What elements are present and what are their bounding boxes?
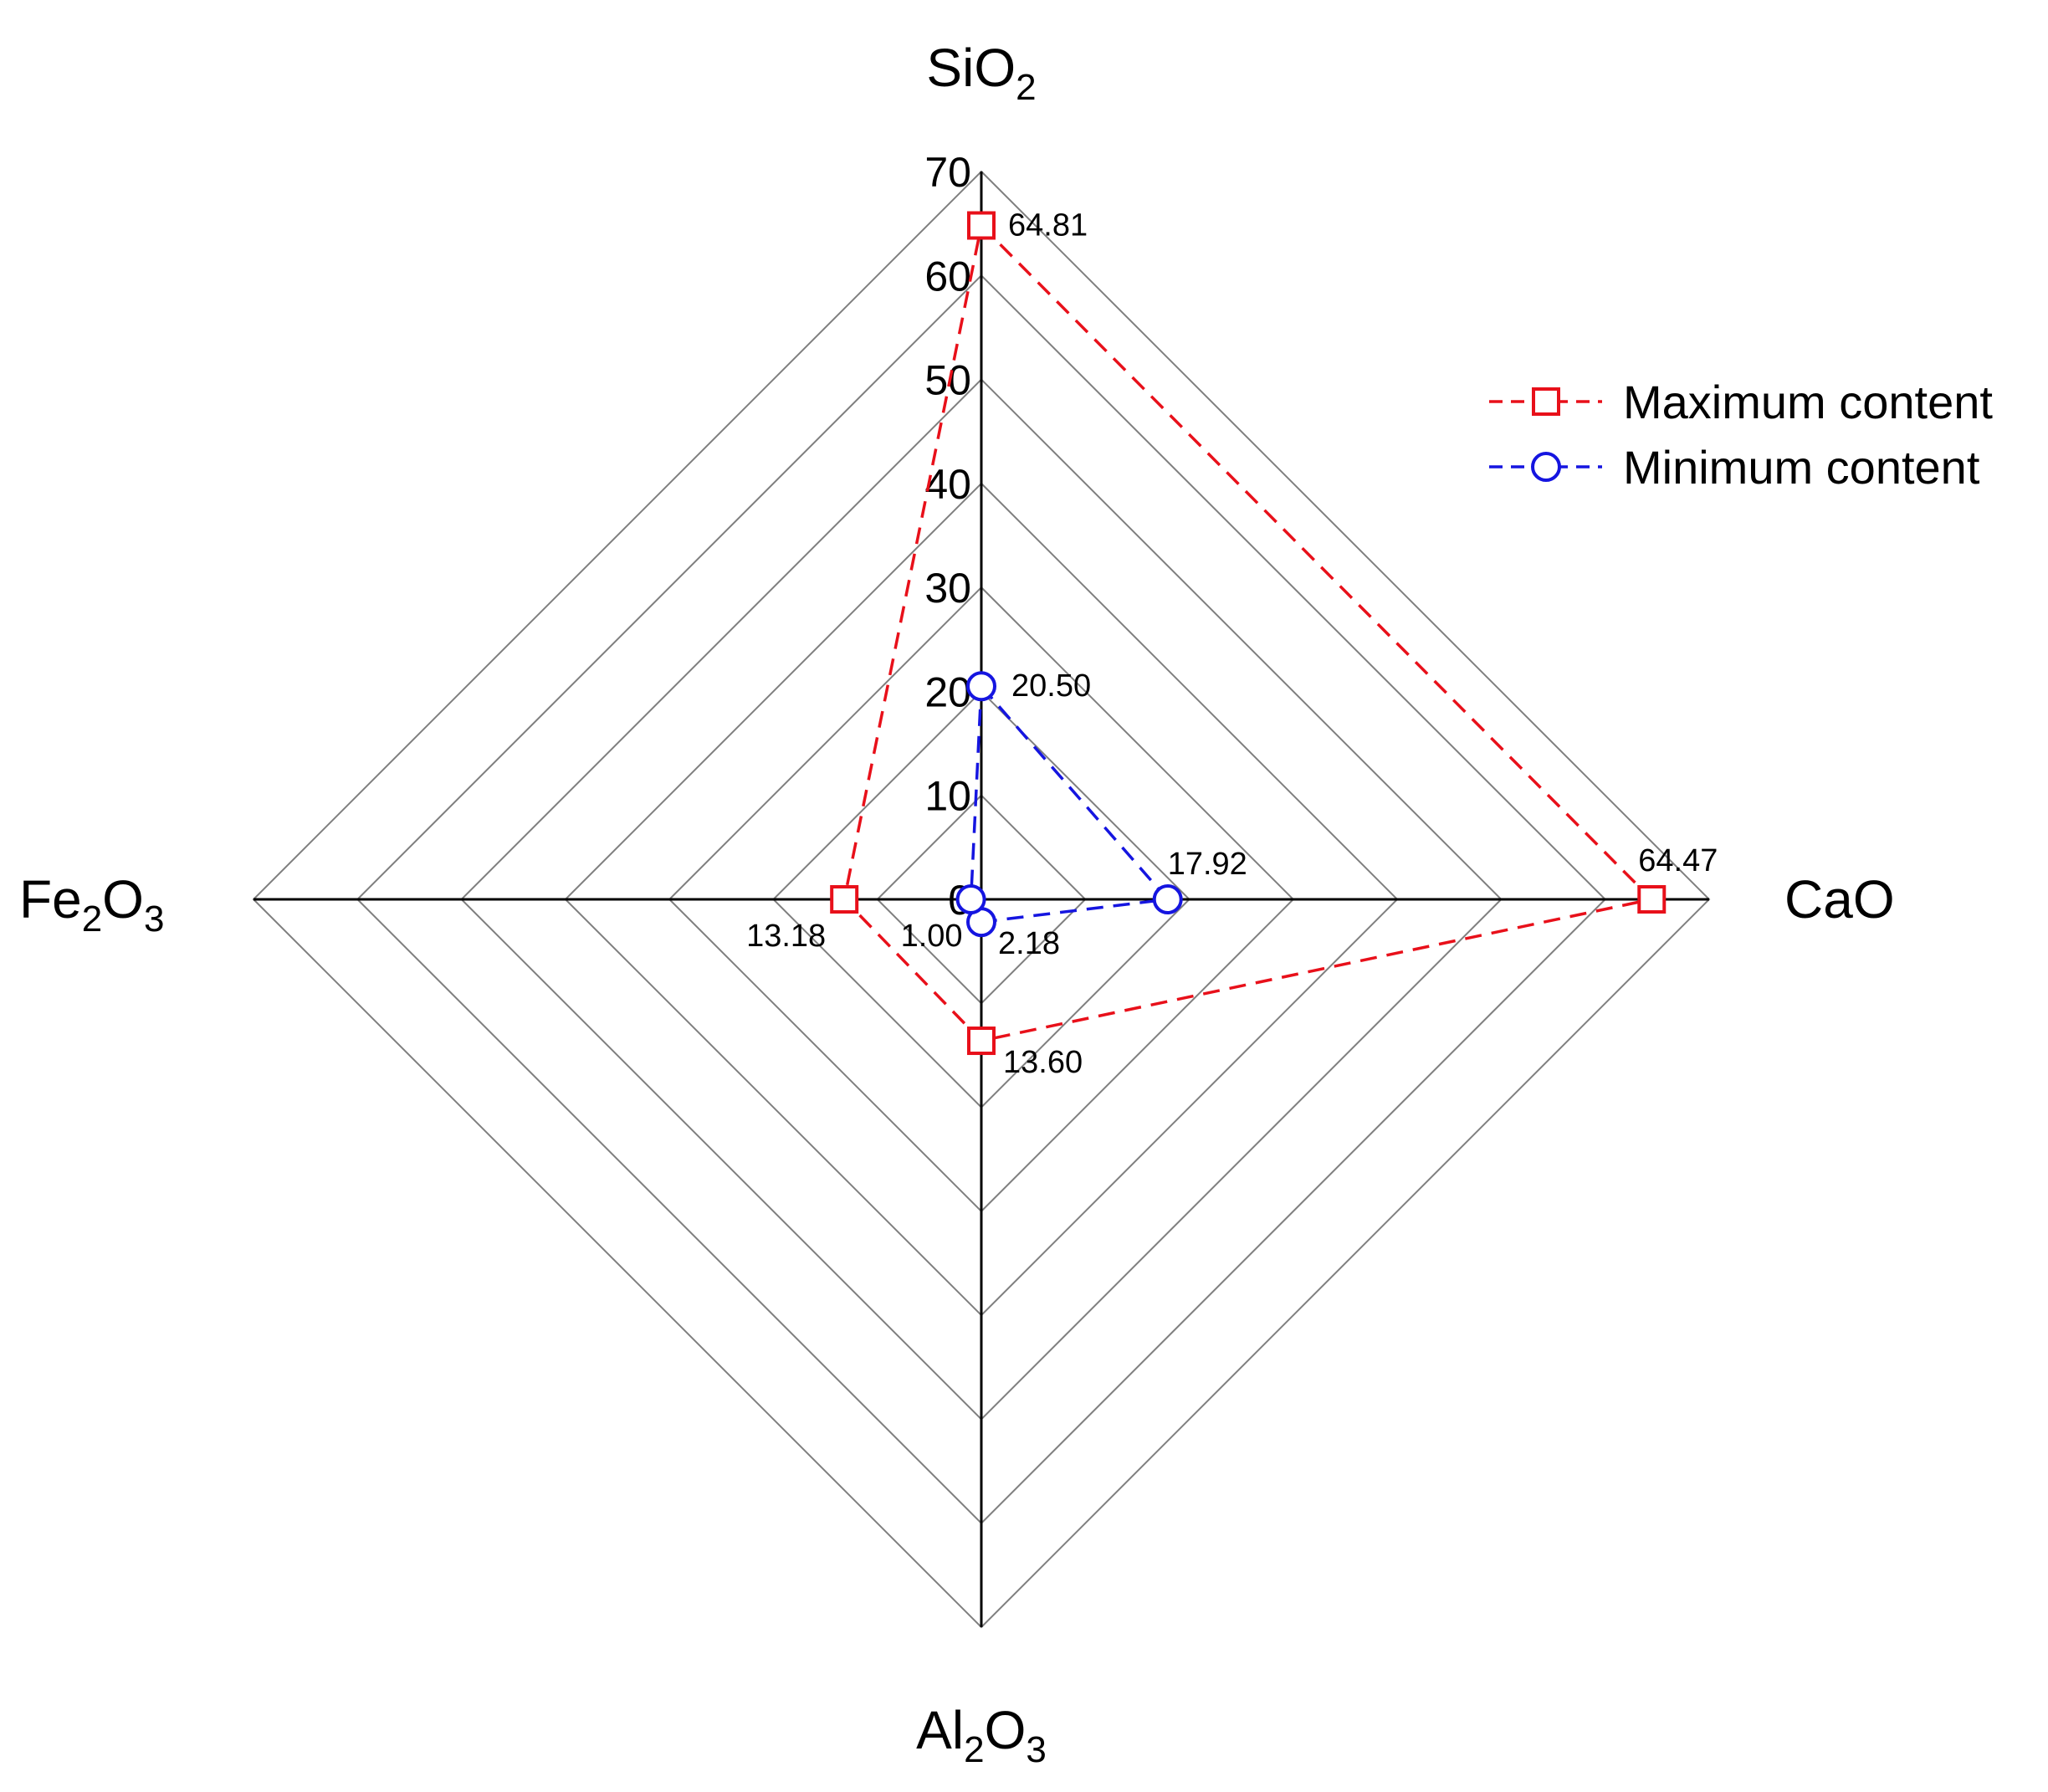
- data-label: 20.50: [1011, 668, 1091, 704]
- radial-tick-label: 30: [924, 565, 971, 612]
- legend-marker-square: [1532, 387, 1560, 416]
- radial-tick-labels: 010203040506070: [924, 149, 971, 924]
- radial-tick-label: 70: [924, 149, 971, 196]
- legend: Maximum content Minimum content: [1489, 376, 1993, 494]
- legend-label: Maximum content: [1623, 376, 1993, 428]
- series-0: [830, 211, 1667, 1056]
- data-label: 17.92: [1168, 847, 1247, 882]
- axis-labels: SiO2 CaO Al2O3 Fe2O3: [19, 38, 1895, 1770]
- data-label: 13.60: [1003, 1045, 1083, 1080]
- data-point-square: [830, 885, 859, 914]
- legend-label: Minimum content: [1623, 441, 1980, 494]
- data-point-square: [967, 1027, 996, 1056]
- data-labels: 64.81 64.47 13.60 13.18 20.50 17.92 2.18 1.00: [746, 208, 1718, 1081]
- radial-tick-label: 10: [924, 773, 971, 820]
- axis-label-fe2o3: Fe2O3: [19, 869, 164, 940]
- legend-item-1: Minimum content: [1489, 441, 1980, 494]
- data-label: 64.47: [1638, 843, 1718, 878]
- series-1: [955, 671, 1183, 938]
- radial-tick-label: 50: [924, 357, 971, 404]
- series-layer: [830, 211, 1667, 1056]
- data-point-circle: [966, 671, 996, 702]
- radial-tick-label: 40: [924, 461, 971, 508]
- radial-tick-label: 20: [924, 668, 971, 715]
- legend-item-0: Maximum content: [1489, 376, 1993, 428]
- data-point-square: [967, 211, 996, 240]
- data-label: 64.81: [1008, 208, 1088, 243]
- series-line: [969, 682, 1171, 924]
- radial-tick-label: 60: [924, 253, 971, 300]
- axis-label-cao: CaO: [1784, 869, 1895, 929]
- legend-marker-circle: [1531, 452, 1561, 482]
- data-point-circle: [1152, 884, 1183, 914]
- data-label: 13.18: [746, 919, 826, 954]
- axis-spokes: [253, 172, 1709, 1627]
- axis-label-al2o3: Al2O3: [916, 1700, 1047, 1770]
- axis-label-sio2: SiO2: [926, 38, 1036, 108]
- data-point-circle: [955, 884, 986, 914]
- data-point-square: [1637, 885, 1667, 914]
- data-label: 2.18: [998, 926, 1060, 961]
- data-label: 1.00: [901, 919, 963, 954]
